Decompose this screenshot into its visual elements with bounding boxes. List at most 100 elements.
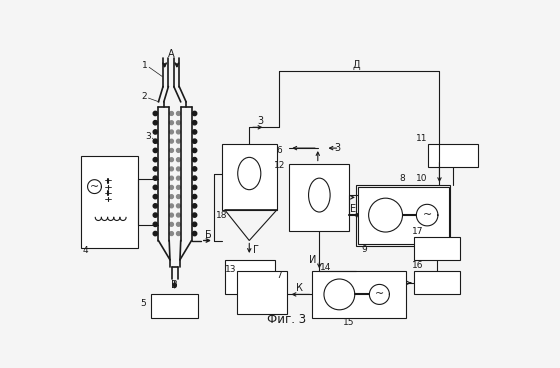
Text: 9: 9 [361, 245, 367, 254]
Circle shape [153, 148, 157, 153]
Bar [225, 260, 276, 294]
Circle shape [170, 149, 174, 152]
Circle shape [153, 213, 157, 217]
Circle shape [176, 231, 180, 236]
Circle shape [170, 176, 174, 180]
Text: В: В [171, 280, 178, 290]
Text: 8: 8 [400, 174, 405, 183]
Circle shape [193, 176, 197, 180]
Bar [428, 144, 478, 167]
Circle shape [193, 222, 197, 226]
Text: 4: 4 [82, 246, 88, 255]
Text: 13: 13 [225, 265, 236, 273]
Circle shape [193, 121, 197, 125]
Circle shape [170, 112, 174, 116]
Circle shape [176, 139, 180, 143]
Bar [290, 163, 349, 231]
Circle shape [170, 195, 174, 199]
Text: 5: 5 [140, 299, 146, 308]
Text: 17: 17 [412, 227, 424, 236]
Bar [81, 156, 138, 248]
Circle shape [153, 222, 157, 226]
Text: 14: 14 [320, 263, 331, 272]
Text: 7: 7 [277, 270, 282, 280]
Circle shape [193, 167, 197, 171]
Circle shape [153, 111, 157, 116]
Circle shape [193, 148, 197, 153]
Circle shape [176, 121, 180, 125]
Circle shape [176, 130, 180, 134]
Circle shape [176, 149, 180, 152]
Circle shape [176, 167, 180, 171]
Text: 6: 6 [277, 146, 282, 155]
Circle shape [176, 112, 180, 116]
Circle shape [170, 213, 174, 217]
Text: 10: 10 [416, 174, 427, 183]
Circle shape [170, 222, 174, 226]
Text: 18: 18 [216, 211, 227, 220]
Circle shape [176, 185, 180, 189]
Ellipse shape [237, 158, 261, 190]
Circle shape [176, 195, 180, 199]
Circle shape [153, 158, 157, 162]
Text: ~: ~ [90, 182, 99, 192]
Circle shape [170, 158, 174, 162]
Circle shape [153, 204, 157, 208]
Circle shape [170, 231, 174, 236]
Circle shape [153, 176, 157, 180]
Circle shape [153, 185, 157, 190]
Circle shape [176, 158, 180, 162]
Text: 16: 16 [412, 261, 424, 270]
Circle shape [153, 167, 157, 171]
Circle shape [193, 204, 197, 208]
Text: ~: ~ [375, 289, 384, 300]
Circle shape [170, 185, 174, 189]
Circle shape [153, 121, 157, 125]
Circle shape [176, 222, 180, 226]
Circle shape [193, 213, 197, 217]
Text: 15: 15 [343, 318, 354, 328]
Circle shape [176, 176, 180, 180]
Ellipse shape [309, 178, 330, 212]
Circle shape [193, 185, 197, 190]
Bar [237, 271, 287, 314]
Circle shape [193, 111, 197, 116]
Circle shape [170, 121, 174, 125]
Text: А: А [168, 49, 175, 59]
Circle shape [153, 130, 157, 134]
Circle shape [193, 231, 197, 236]
Bar [312, 271, 407, 318]
Text: Г: Г [253, 245, 259, 255]
Circle shape [170, 167, 174, 171]
Bar [356, 185, 450, 246]
Text: 3: 3 [146, 132, 151, 141]
Text: Е: Е [350, 204, 356, 214]
Circle shape [153, 194, 157, 199]
Text: И: И [309, 255, 316, 265]
Bar [414, 237, 460, 260]
Circle shape [193, 194, 197, 199]
Bar [151, 294, 198, 318]
Bar [222, 144, 277, 210]
Circle shape [170, 139, 174, 143]
Text: 2: 2 [142, 92, 147, 101]
Text: 11: 11 [416, 134, 427, 144]
Text: Фиг. 3: Фиг. 3 [268, 313, 306, 326]
Bar [414, 271, 460, 294]
Circle shape [176, 204, 180, 208]
Circle shape [193, 139, 197, 144]
Text: 1: 1 [142, 61, 148, 70]
Text: Д: Д [352, 60, 360, 70]
Text: К: К [296, 283, 303, 293]
Text: 12: 12 [274, 161, 285, 170]
Text: 3: 3 [334, 143, 340, 153]
Circle shape [193, 130, 197, 134]
Circle shape [170, 130, 174, 134]
Circle shape [193, 158, 197, 162]
Bar [358, 187, 449, 244]
Circle shape [153, 231, 157, 236]
Circle shape [153, 139, 157, 144]
Text: Б: Б [205, 230, 212, 240]
Circle shape [176, 213, 180, 217]
Circle shape [170, 204, 174, 208]
